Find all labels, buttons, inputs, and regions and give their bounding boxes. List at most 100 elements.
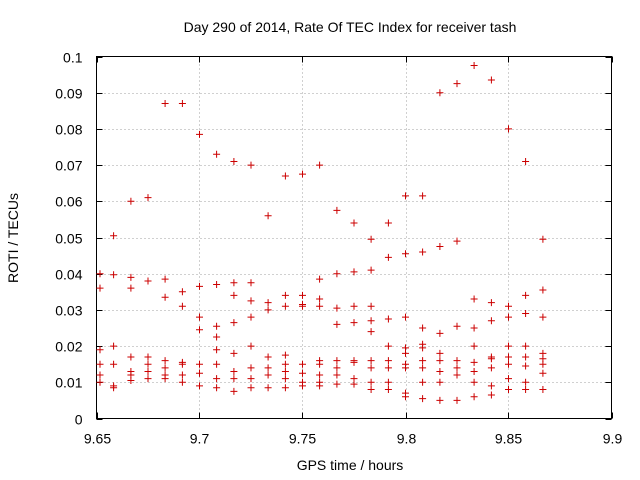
data-point <box>453 322 461 330</box>
data-point <box>230 349 238 357</box>
data-point <box>299 360 306 368</box>
data-point <box>178 100 186 108</box>
data-point <box>144 353 152 361</box>
data-point <box>213 375 221 383</box>
data-point <box>178 378 186 386</box>
data-point <box>522 353 530 361</box>
data-point <box>316 295 324 303</box>
data-point <box>487 76 495 84</box>
data-point <box>470 342 478 350</box>
data-point <box>367 266 375 274</box>
data-point <box>96 270 104 278</box>
data-point <box>367 357 375 365</box>
data-point <box>350 319 358 327</box>
data-point <box>213 360 221 368</box>
data-point <box>384 386 392 394</box>
data-point <box>196 360 203 368</box>
data-point <box>316 382 324 390</box>
data-point <box>522 157 530 165</box>
data-point <box>505 353 512 361</box>
data-point <box>316 360 324 368</box>
data-point <box>505 386 512 394</box>
grid <box>96 56 612 419</box>
data-point <box>367 302 375 310</box>
data-point <box>505 342 512 350</box>
data-point <box>247 364 255 372</box>
data-point <box>384 378 392 386</box>
data-point <box>522 342 530 350</box>
data-point <box>402 349 409 357</box>
y-tick-label: 0.01 <box>55 375 82 391</box>
data-point <box>350 268 358 276</box>
data-point <box>505 375 512 383</box>
data-point <box>281 351 289 359</box>
data-point <box>453 371 461 379</box>
data-point <box>402 192 409 200</box>
data-point <box>110 384 118 392</box>
data-point <box>539 386 547 394</box>
data-point <box>213 150 221 158</box>
data-point <box>316 161 324 169</box>
data-point <box>316 371 324 379</box>
data-point <box>299 369 306 377</box>
data-point <box>333 304 341 312</box>
data-point <box>384 364 392 372</box>
data-point <box>419 324 427 332</box>
data-point <box>127 284 135 292</box>
data-point <box>436 89 444 97</box>
data-point <box>281 367 289 375</box>
data-point <box>384 342 392 350</box>
data-point <box>384 219 392 227</box>
data-point <box>419 357 427 365</box>
data-point <box>127 353 135 361</box>
x-tick-label: 9.65 <box>84 431 111 447</box>
data-point <box>281 384 289 392</box>
data-point <box>299 170 306 178</box>
data-point <box>436 357 444 365</box>
data-point <box>419 248 427 256</box>
data-point <box>333 270 341 278</box>
data-point <box>350 302 358 310</box>
data-point <box>402 313 409 321</box>
data-point <box>539 360 547 368</box>
data-point <box>96 378 104 386</box>
data-point <box>367 378 375 386</box>
data-point <box>419 364 427 372</box>
data-point <box>230 279 238 287</box>
data-point <box>230 291 238 299</box>
x-tick-label: 9.8 <box>397 431 417 447</box>
data-point <box>213 333 221 341</box>
data-point <box>161 357 169 365</box>
data-point <box>333 320 341 328</box>
data-point <box>264 371 272 379</box>
data-point <box>453 364 461 372</box>
data-point <box>247 384 255 392</box>
data-point <box>470 358 478 366</box>
data-point <box>96 346 104 354</box>
data-point <box>487 391 495 399</box>
data-point <box>384 357 392 365</box>
data-point <box>453 80 461 88</box>
data-point <box>264 212 272 220</box>
data-point <box>230 375 238 383</box>
data-point <box>505 302 512 310</box>
data-point <box>419 378 427 386</box>
data-point <box>196 313 203 321</box>
data-point <box>367 317 375 325</box>
data-point <box>384 253 392 261</box>
y-tick-label: 0.1 <box>63 50 83 66</box>
data-point <box>539 369 547 377</box>
data-point <box>419 395 427 403</box>
data-point <box>402 364 409 372</box>
data-point <box>178 288 186 296</box>
data-point <box>196 382 203 390</box>
data-point <box>213 346 221 354</box>
data-point <box>505 360 512 368</box>
y-tick-label: 0.03 <box>55 303 82 319</box>
data-point <box>144 194 152 202</box>
data-point <box>470 393 478 401</box>
data-point <box>402 250 409 258</box>
data-point <box>264 384 272 392</box>
data-point <box>178 360 186 368</box>
y-tick-label: 0.05 <box>55 231 82 247</box>
